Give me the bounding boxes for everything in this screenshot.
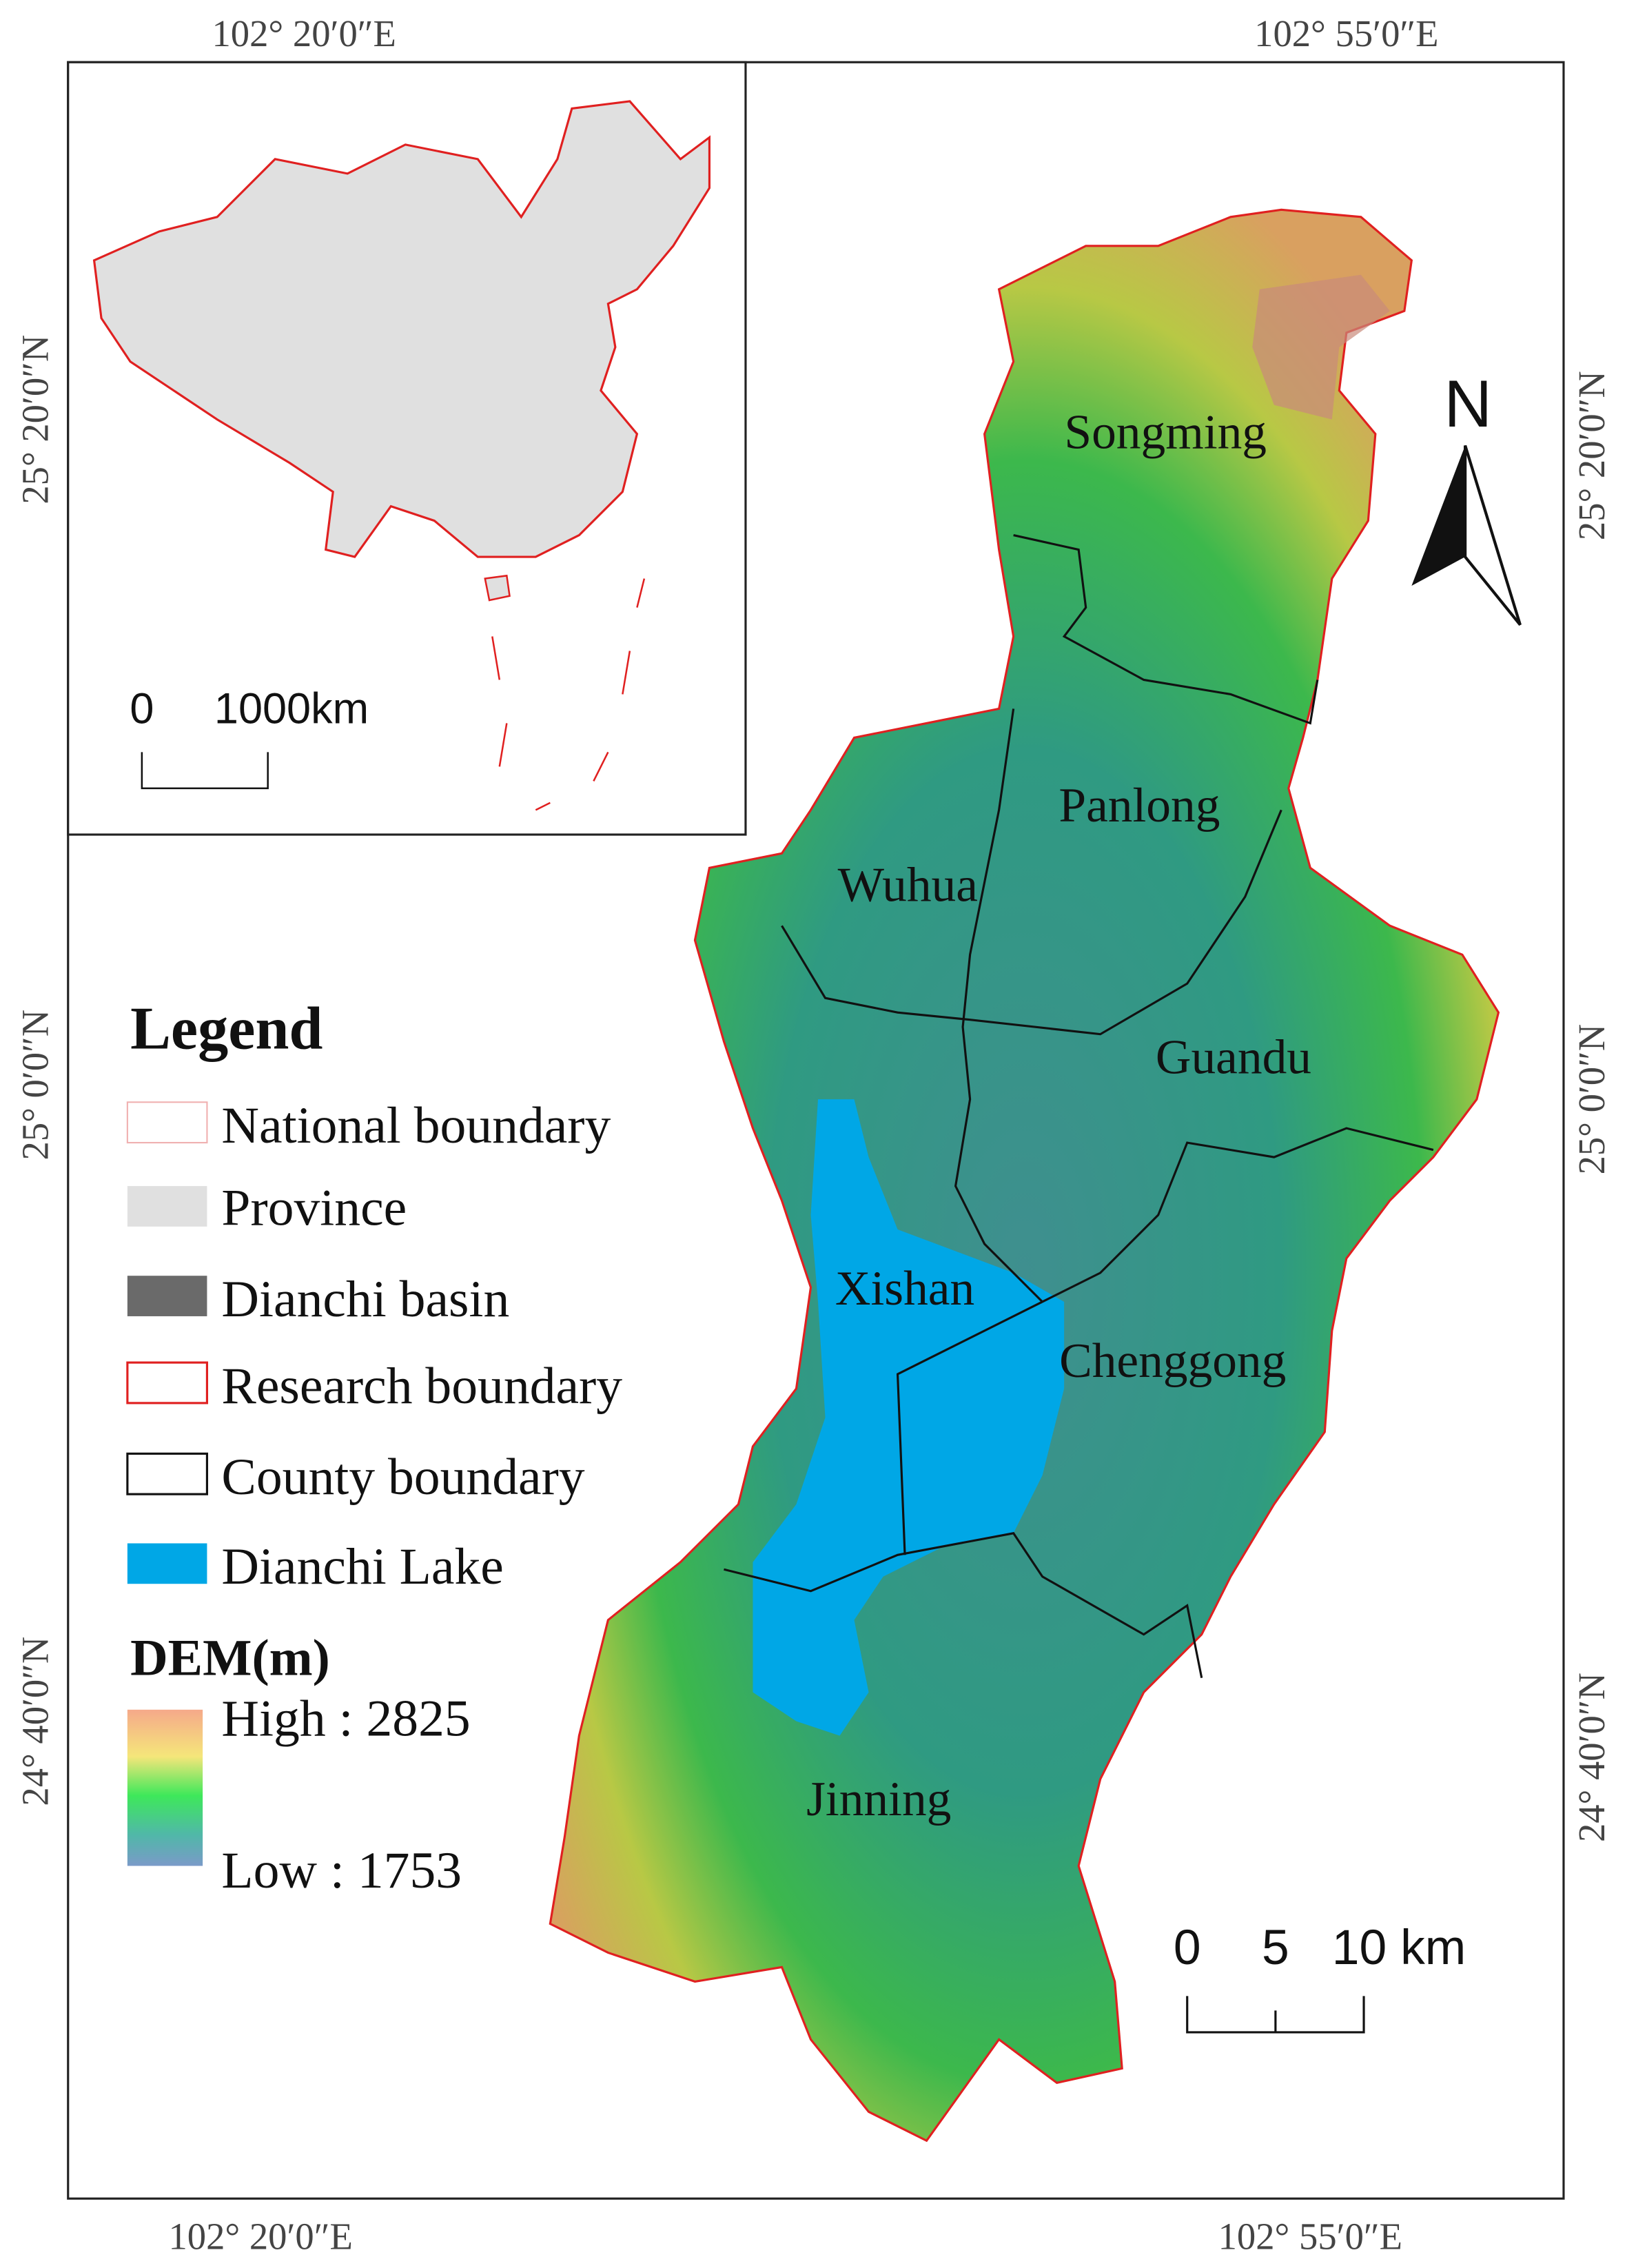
legend-title: Legend: [130, 995, 323, 1063]
inset-scale-label: 0: [130, 684, 154, 733]
place-label: Panlong: [1059, 778, 1220, 832]
graticule-label: 25° 0′0″N: [14, 1010, 56, 1161]
legend-swatch: [127, 1186, 207, 1227]
place-label: Jinning: [806, 1772, 951, 1826]
china-outline: [92, 100, 711, 558]
north-label: N: [1444, 367, 1492, 441]
place-label: Songming: [1064, 405, 1267, 460]
graticule-label: 25° 20′0″N: [14, 335, 56, 504]
legend-swatch: [127, 1276, 207, 1316]
inset-scale-label: 1000km: [214, 684, 369, 733]
graticule-label: 25° 0′0″N: [1571, 1024, 1613, 1175]
graticule-label: 102° 20′0″E: [168, 2216, 352, 2258]
north-arrow: [1463, 445, 1522, 626]
legend-swatch: [126, 1361, 209, 1404]
legend-label: Dianchi basin: [221, 1271, 509, 1328]
legend-swatch: [126, 1101, 208, 1144]
scale-label: 0: [1174, 1920, 1201, 1975]
county-boundaries: [724, 534, 1434, 1678]
place-label: Guandu: [1156, 1030, 1311, 1084]
legend-label: Dianchi Lake: [221, 1538, 503, 1595]
place-label: Xishan: [835, 1261, 974, 1316]
scale-label: 10 km: [1332, 1920, 1466, 1975]
graticule-label: 102° 55′0″E: [1218, 2216, 1402, 2258]
legend-label: National boundary: [221, 1097, 611, 1154]
dem-high: High : 2825: [221, 1690, 470, 1748]
graticule-label: 102° 20′0″E: [212, 12, 396, 54]
legend-swatch: [127, 1543, 207, 1584]
legend-label: County boundary: [221, 1449, 584, 1506]
scale-label: 5: [1262, 1920, 1289, 1975]
inset-scale-bar: [141, 752, 269, 790]
scale-bar: [1186, 1996, 1365, 2034]
legend-swatch: [126, 1452, 209, 1495]
graticule-label: 24° 40′0″N: [1571, 1673, 1613, 1842]
graticule-label: 102° 55′0″E: [1254, 12, 1438, 54]
graticule-label: 25° 20′0″N: [1571, 371, 1613, 540]
dem-ramp: [127, 1709, 203, 1866]
graticule-label: 24° 40′0″N: [14, 1637, 56, 1806]
place-label: Wuhua: [838, 858, 978, 912]
dianchi-lake: [753, 1099, 1065, 1736]
legend-label: Province: [221, 1180, 407, 1237]
south-sea-dashes: [491, 578, 646, 811]
place-label: Chenggong: [1059, 1334, 1286, 1388]
dem-low: Low : 1753: [221, 1842, 462, 1899]
dem-title: DEM(m): [130, 1630, 330, 1687]
highland: [1252, 274, 1390, 420]
legend-label: Research boundary: [221, 1358, 622, 1415]
hainan: [484, 574, 511, 602]
